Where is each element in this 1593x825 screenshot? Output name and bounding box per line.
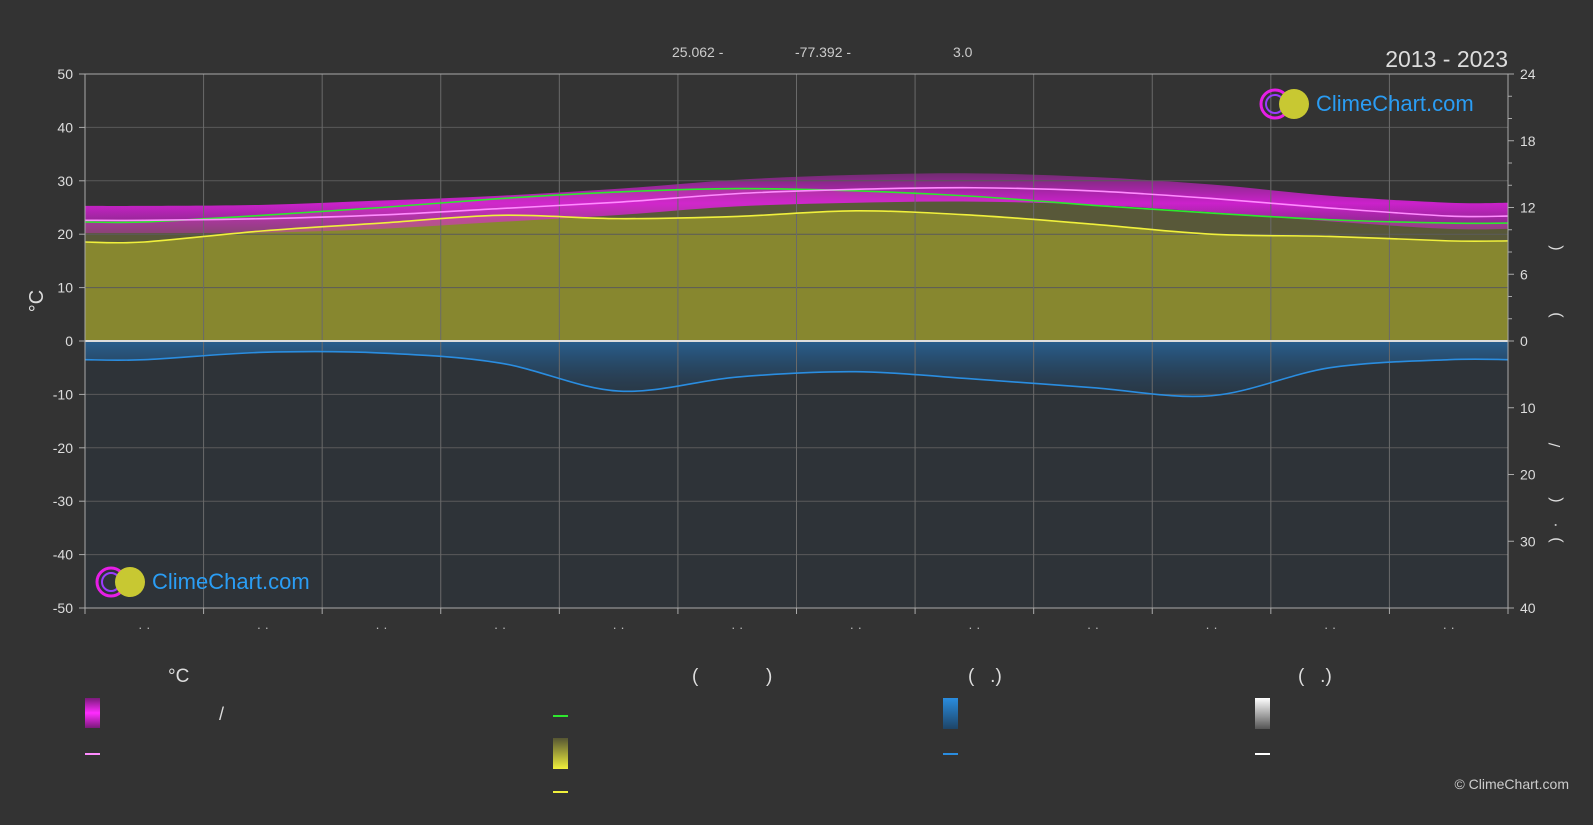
temperature-mean-line [84,186,1509,222]
right-axis-hours-label: 0 [1520,333,1528,349]
legend-daylight-swatch [553,715,568,717]
legend-hours-heading-close: ) [766,666,773,687]
left-axis-tick-label: -30 [53,493,73,509]
longitude-text: -77.392 - [795,44,852,60]
legend-temp-mean-swatch [85,753,100,755]
left-axis-tick-label: -40 [53,547,73,563]
legend-rain-line-swatch [943,753,958,755]
right-axis-label-mark: ) [1547,537,1564,542]
copyright-text: © ClimeChart.com [1454,776,1569,792]
legend-snow-heading: ( .) [1298,666,1332,687]
x-axis-month-label: · · [138,620,150,635]
x-axis-month-label: · · [968,620,980,635]
left-axis-tick-label: -20 [53,440,73,456]
right-axis-label-mark: / [1547,442,1564,447]
right-axis-precip-label: 10 [1520,400,1536,416]
x-axis-month-label: · · [1087,620,1099,635]
legend-temperature-heading: °C [168,666,190,687]
left-axis-tick-label: 0 [65,333,73,349]
left-axis-label: °C [26,290,48,312]
logo-top[interactable]: ClimeChart.com [1258,87,1474,121]
legend-rain-heading: ( .) [968,666,1002,687]
right-axis-precip-label: 30 [1520,533,1536,549]
right-axis-hours-label: 18 [1520,133,1536,149]
x-axis-month-label: · · [731,620,743,635]
legend-snow-line-swatch [1255,753,1270,755]
x-axis-month-label: · · [494,620,506,635]
right-axis-precip-label: 40 [1520,600,1536,616]
right-axis-hours-label: 6 [1520,266,1528,282]
right-axis-label-mark: ) [1547,312,1564,317]
sunshine-line [84,210,1509,244]
x-axis-month-label: · · [612,620,624,635]
logo-bottom[interactable]: ClimeChart.com [94,565,310,599]
legend-temp-range-slash: / [219,704,225,724]
right-axis-label-mark: ( [1547,245,1564,251]
x-axis-month-label: · · [1205,620,1217,635]
left-axis-tick-label: 50 [57,66,73,82]
legend-temp-range-swatch [85,698,100,728]
x-axis-month-label: · · [1443,620,1455,635]
left-axis-tick-label: 40 [57,119,73,135]
legend-sunshine-line-swatch [553,791,568,793]
x-axis-month-label: · · [1324,620,1336,635]
right-axis-label-mark: ( [1547,497,1564,503]
right-axis-hours-label: 24 [1520,66,1536,82]
x-axis-month-label: · · [375,620,387,635]
legend-hours-heading-open: ( [692,666,699,687]
left-axis-tick-label: 30 [57,173,73,189]
right-axis-hours-label: 12 [1520,200,1536,216]
logo-text: ClimeChart.com [152,569,310,594]
left-axis-tick-label: 20 [57,226,73,242]
daylight-line [84,187,1509,225]
period-title: 2013 - 2023 [1385,46,1508,72]
left-axis-tick-label: -10 [53,386,73,402]
logo-text: ClimeChart.com [1316,91,1474,116]
latitude-text: 25.062 - [672,44,724,60]
left-axis-tick-label: 10 [57,280,73,296]
right-axis-label-mark: · [1547,522,1564,527]
rain-line [84,350,1509,398]
legend-rain-swatch [943,698,958,729]
legend-sunshine-swatch [553,738,568,769]
legend-snow-swatch [1255,698,1270,729]
x-axis-month-label: · · [257,620,269,635]
x-axis-month-label: · · [850,620,862,635]
clime-logo-icon [95,566,145,598]
elevation-text: 3.0 [953,44,973,60]
right-axis-precip-label: 20 [1520,467,1536,483]
clime-logo-icon [1259,88,1309,120]
left-axis-tick-label: -50 [53,600,73,616]
